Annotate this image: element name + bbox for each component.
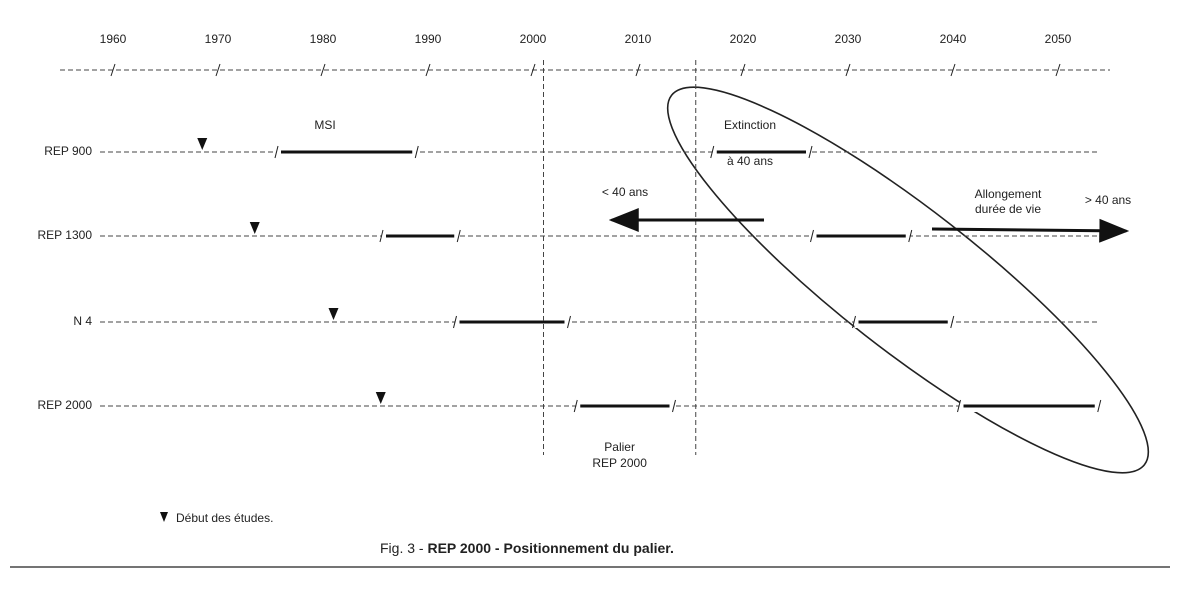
axis-tick (740, 63, 746, 77)
palier-label: Palier (604, 440, 635, 454)
span-slash (672, 399, 676, 413)
year-label: 2040 (940, 32, 967, 46)
axis-tick (950, 63, 956, 77)
span-slash (810, 229, 814, 243)
span-slash (453, 315, 457, 329)
caption: Fig. 3 - REP 2000 - Positionnement du pa… (380, 540, 674, 556)
arrow-right (931, 218, 1130, 243)
study-start-marker (328, 308, 339, 320)
year-label: 1980 (310, 32, 337, 46)
annotation: durée de vie (975, 202, 1041, 216)
year-label: 2000 (520, 32, 547, 46)
highlight-ellipse (666, 86, 1150, 474)
row-label: N 4 (73, 314, 92, 328)
row-label: REP 1300 (38, 228, 93, 242)
annotation: < 40 ans (602, 185, 648, 199)
year-label: 2010 (625, 32, 652, 46)
year-label: 2020 (730, 32, 757, 46)
annotation: à 40 ans (727, 154, 773, 168)
axis-tick (215, 63, 221, 77)
axis-tick (845, 63, 851, 77)
year-label: 2030 (835, 32, 862, 46)
year-label: 1990 (415, 32, 442, 46)
legend-text: Début des études. (176, 511, 273, 525)
year-label: 1960 (100, 32, 127, 46)
palier-label: REP 2000 (592, 456, 647, 470)
annotation: Allongement (975, 187, 1042, 201)
study-start-marker (375, 392, 386, 404)
span-slash (950, 315, 955, 329)
axis-tick (1055, 63, 1061, 77)
axis-tick (320, 63, 326, 77)
axis-tick (635, 63, 641, 77)
annotation: MSI (314, 118, 335, 132)
caption-title: REP 2000 - Positionnement du palier. (427, 540, 673, 556)
year-label: 1970 (205, 32, 232, 46)
annotation: Extinction (724, 118, 776, 132)
year-label: 2050 (1045, 32, 1072, 46)
annotation: > 40 ans (1085, 193, 1131, 207)
span-slash (1097, 399, 1102, 413)
row-label: REP 2000 (38, 398, 93, 412)
axis-tick (110, 63, 116, 77)
span-slash (379, 229, 384, 243)
span-slash (274, 145, 279, 159)
span-slash (908, 229, 913, 243)
span-slash (414, 145, 419, 159)
study-start-marker (197, 138, 208, 150)
span-slash (573, 399, 578, 413)
span-slash (852, 315, 856, 329)
span-slash (567, 315, 571, 329)
row-label: REP 900 (44, 144, 92, 158)
span-slash (456, 229, 461, 243)
span-slash (957, 399, 961, 413)
caption-prefix: Fig. 3 - (380, 540, 427, 556)
axis-tick (425, 63, 431, 77)
span-slash (710, 145, 715, 159)
study-start-marker (249, 222, 260, 234)
axis-tick (530, 63, 536, 77)
span-slash (808, 145, 813, 159)
legend-marker (160, 512, 168, 522)
